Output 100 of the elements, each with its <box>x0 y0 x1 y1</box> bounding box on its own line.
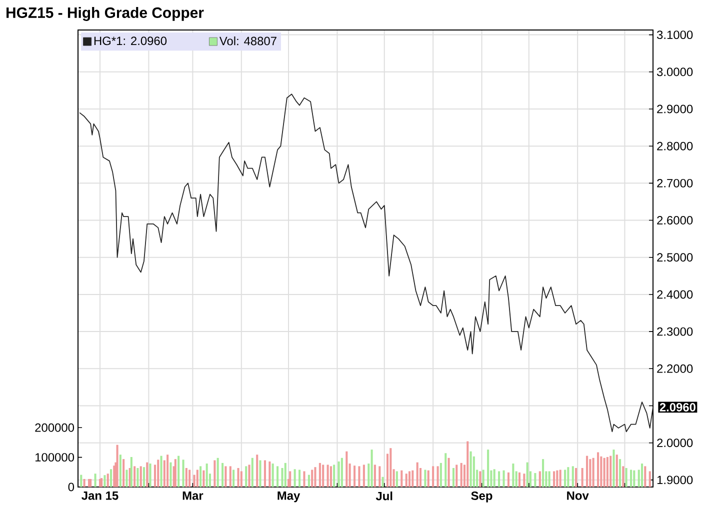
bar <box>289 471 292 487</box>
bar <box>479 471 482 487</box>
bar <box>518 472 520 487</box>
bar <box>326 464 329 487</box>
bar <box>185 468 188 487</box>
bar <box>382 476 384 487</box>
bar <box>160 456 162 487</box>
bar <box>408 471 411 487</box>
bar <box>581 468 584 487</box>
bar <box>440 462 442 487</box>
bar <box>294 469 296 487</box>
bar <box>374 464 376 487</box>
bar <box>157 460 160 487</box>
bar <box>110 469 112 487</box>
bar <box>272 464 274 487</box>
annotation: 2.0960 <box>660 403 696 412</box>
bar <box>214 460 216 487</box>
y-tick-label: 2.6000 <box>657 216 693 225</box>
bar <box>216 458 219 487</box>
bar <box>248 464 250 487</box>
bar <box>606 457 608 487</box>
bar <box>284 462 286 487</box>
bar <box>523 474 526 487</box>
bar <box>396 471 398 487</box>
bar <box>202 470 205 487</box>
chart-title: HGZ15 - High Grade Copper <box>6 6 204 21</box>
bar <box>603 458 606 487</box>
bar <box>106 474 109 487</box>
bar <box>314 467 316 487</box>
bar <box>448 458 450 487</box>
x-tick-label: Nov <box>567 492 589 500</box>
bar <box>498 471 500 487</box>
y-tick-label: 2.7000 <box>657 178 693 188</box>
bar <box>592 458 594 487</box>
bar <box>222 462 224 487</box>
bar <box>237 468 240 487</box>
bar <box>122 459 125 487</box>
y-tick-label: 1.9000 <box>657 476 693 484</box>
bar <box>330 466 332 487</box>
bar <box>80 474 82 487</box>
bar <box>559 470 562 487</box>
bar <box>564 470 566 487</box>
bar <box>298 470 301 487</box>
bar <box>390 448 392 487</box>
bar <box>130 457 132 487</box>
bar <box>482 470 484 487</box>
bar <box>182 460 184 487</box>
bar <box>648 471 651 487</box>
bar <box>466 441 469 487</box>
bar <box>229 466 232 487</box>
bar <box>170 462 172 487</box>
bar <box>188 470 191 487</box>
bar <box>444 453 447 487</box>
bar <box>542 459 544 487</box>
bar <box>538 471 541 487</box>
bar <box>502 470 505 487</box>
y2-tick-label: 200000 <box>35 423 74 432</box>
y-tick-label: 2.3000 <box>657 327 693 336</box>
y-tick-label: 3.1000 <box>656 30 693 40</box>
bar <box>460 462 462 487</box>
bar <box>83 478 86 487</box>
bar <box>452 468 455 487</box>
bar <box>589 459 592 487</box>
bar <box>432 466 434 487</box>
bar <box>322 464 324 487</box>
bar <box>333 464 336 487</box>
bar <box>644 466 646 487</box>
x-tick-label: Jul <box>376 492 392 500</box>
bar <box>412 470 414 487</box>
bar <box>427 470 430 487</box>
bar <box>548 471 550 487</box>
bar <box>251 458 254 487</box>
bar <box>268 461 271 487</box>
bar <box>586 456 588 487</box>
bar <box>616 454 618 487</box>
bar <box>400 470 403 487</box>
bar <box>232 470 235 487</box>
bar <box>526 462 528 487</box>
x-tick-label: Jan 15 <box>82 492 118 500</box>
bar <box>196 470 198 487</box>
bar <box>94 474 96 487</box>
bar <box>240 471 242 487</box>
bar <box>140 466 142 487</box>
bar <box>567 467 570 487</box>
bar <box>340 458 343 487</box>
y-tick-label: 2.5000 <box>657 253 693 262</box>
bar <box>512 464 514 487</box>
legend-label: Vol: 48807 <box>219 36 276 46</box>
bar <box>493 469 496 487</box>
bar <box>556 470 558 487</box>
bar <box>126 470 128 487</box>
bar <box>136 468 139 487</box>
bar <box>338 461 340 487</box>
bar <box>507 472 510 487</box>
bar <box>640 464 644 487</box>
bar <box>534 473 536 487</box>
bar <box>134 466 136 487</box>
bar <box>424 470 426 487</box>
y-tick-label: 2.8000 <box>657 142 693 150</box>
bar <box>224 466 227 487</box>
